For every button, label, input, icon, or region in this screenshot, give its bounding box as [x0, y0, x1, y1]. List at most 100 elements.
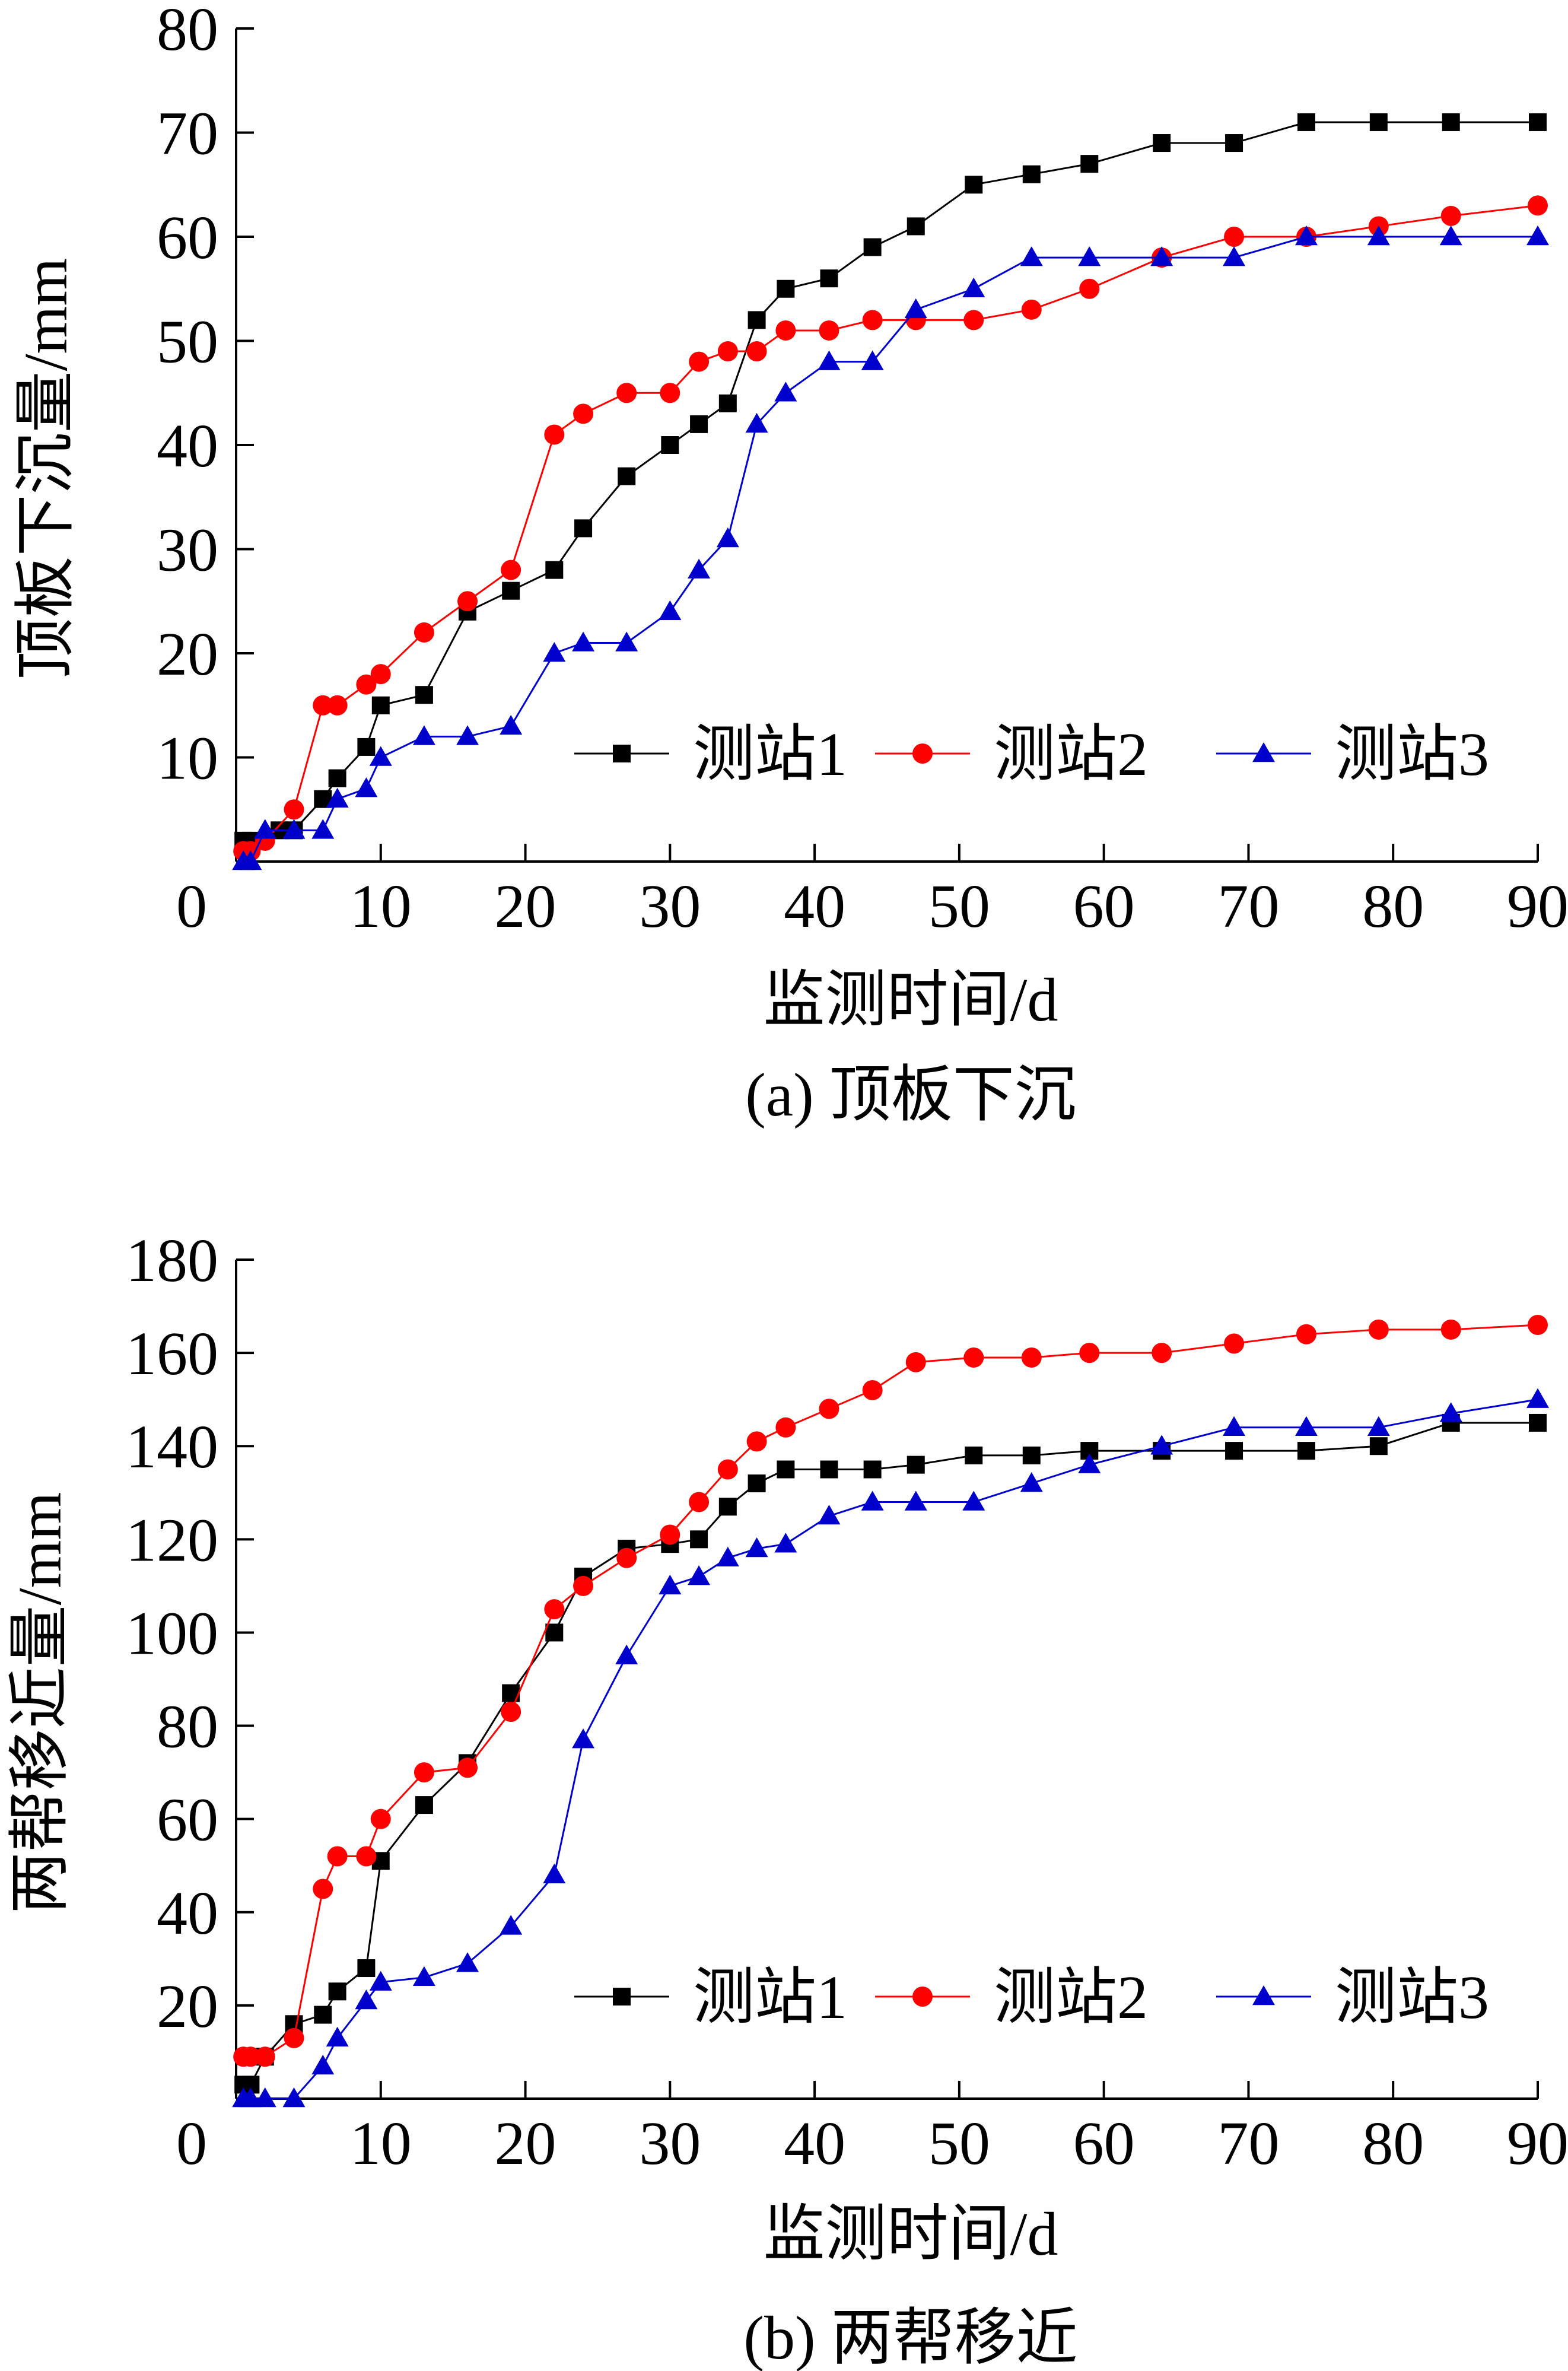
data-point	[1152, 1343, 1172, 1364]
x-tick-label: 10	[350, 872, 412, 940]
data-point	[718, 1498, 737, 1516]
data-point	[774, 382, 797, 402]
data-point	[1078, 246, 1101, 266]
y-tick-label: 60	[157, 1786, 218, 1854]
data-point	[369, 746, 392, 766]
data-point	[456, 725, 479, 745]
data-point	[1022, 1446, 1041, 1464]
x-tick-label: 80	[1362, 872, 1424, 940]
x-tick-label: 30	[639, 872, 701, 940]
data-point	[963, 1347, 984, 1368]
chart-caption: (a) 顶板下沉	[745, 1061, 1076, 1129]
data-point	[1440, 205, 1461, 226]
data-point	[573, 403, 594, 424]
data-point	[717, 1459, 738, 1480]
data-point	[717, 341, 738, 362]
data-point	[1080, 155, 1099, 173]
series-2	[233, 1314, 1548, 2067]
y-tick-label: 70	[157, 100, 218, 168]
data-point	[1079, 1343, 1100, 1364]
data-point	[1022, 165, 1041, 183]
data-point	[1529, 113, 1547, 131]
data-point	[907, 1455, 925, 1474]
legend-marker	[613, 745, 631, 762]
chart-caption: (b) 两帮移近	[743, 2304, 1077, 2371]
x-tick-label: 60	[1073, 872, 1135, 940]
legend-label: 测站2	[994, 1963, 1148, 2032]
data-point	[311, 819, 335, 839]
y-tick-label: 50	[157, 308, 218, 376]
y-tick-label: 60	[157, 204, 218, 272]
data-point	[904, 298, 927, 319]
data-point	[745, 412, 768, 433]
data-point	[1225, 134, 1243, 152]
data-point	[661, 436, 679, 454]
data-point	[253, 2087, 276, 2108]
data-point	[1079, 278, 1100, 299]
data-point	[963, 310, 984, 330]
x-tick-label: 90	[1507, 2109, 1568, 2178]
data-point	[412, 1966, 435, 1987]
data-point	[904, 1490, 927, 1511]
data-point	[748, 1474, 766, 1493]
data-point	[746, 1431, 767, 1452]
data-point	[1440, 1319, 1461, 1340]
data-point	[572, 1728, 595, 1749]
x-tick-label: 50	[928, 2109, 990, 2178]
data-point	[1369, 113, 1388, 131]
data-point	[500, 714, 523, 735]
legend-marker	[912, 1987, 933, 2007]
origin-label: 0	[176, 2109, 207, 2178]
data-point	[357, 738, 376, 756]
data-point	[573, 1575, 594, 1596]
x-tick-label: 30	[639, 2109, 701, 2178]
data-point	[962, 1490, 985, 1511]
data-point	[1369, 1437, 1388, 1455]
data-point	[659, 1574, 682, 1595]
data-point	[1297, 1442, 1315, 1460]
data-point	[962, 277, 985, 297]
x-tick-label: 80	[1362, 2109, 1424, 2178]
y-tick-label: 140	[126, 1413, 218, 1481]
legend-marker	[1252, 1985, 1275, 2006]
data-point	[370, 664, 391, 685]
x-tick-label: 70	[1217, 2109, 1279, 2178]
data-point	[775, 1417, 796, 1438]
data-point	[716, 1546, 739, 1567]
data-point	[863, 238, 882, 256]
data-point	[688, 558, 711, 579]
data-point	[965, 176, 983, 194]
data-point	[327, 695, 348, 716]
data-point	[370, 1809, 391, 1829]
legend-label: 测站1	[693, 1963, 847, 2032]
data-point	[501, 1701, 521, 1722]
data-point	[328, 1982, 346, 2001]
data-point	[371, 696, 390, 714]
y-tick-label: 120	[126, 1506, 218, 1574]
data-point	[543, 1863, 566, 1884]
data-point	[1223, 246, 1246, 266]
data-point	[861, 1490, 884, 1511]
data-point	[718, 394, 737, 412]
data-point	[328, 769, 346, 787]
data-point	[862, 310, 883, 330]
legend-label: 测站2	[994, 720, 1148, 789]
data-point	[502, 1684, 520, 1702]
data-point	[818, 350, 841, 370]
data-point	[690, 1530, 708, 1549]
data-point	[545, 1623, 564, 1642]
data-point	[415, 1796, 433, 1814]
data-point	[1296, 1324, 1316, 1345]
x-tick-label: 20	[495, 2109, 556, 2178]
data-point	[1367, 1416, 1390, 1436]
data-point	[616, 383, 637, 403]
data-point	[1528, 1314, 1548, 1335]
data-point	[311, 2055, 335, 2075]
data-point	[255, 2046, 275, 2067]
data-point	[284, 799, 304, 820]
data-point	[240, 2046, 261, 2067]
data-point	[1021, 1347, 1042, 1368]
data-point	[863, 1460, 882, 1479]
x-tick-label: 50	[928, 872, 990, 940]
data-point	[1150, 246, 1173, 266]
